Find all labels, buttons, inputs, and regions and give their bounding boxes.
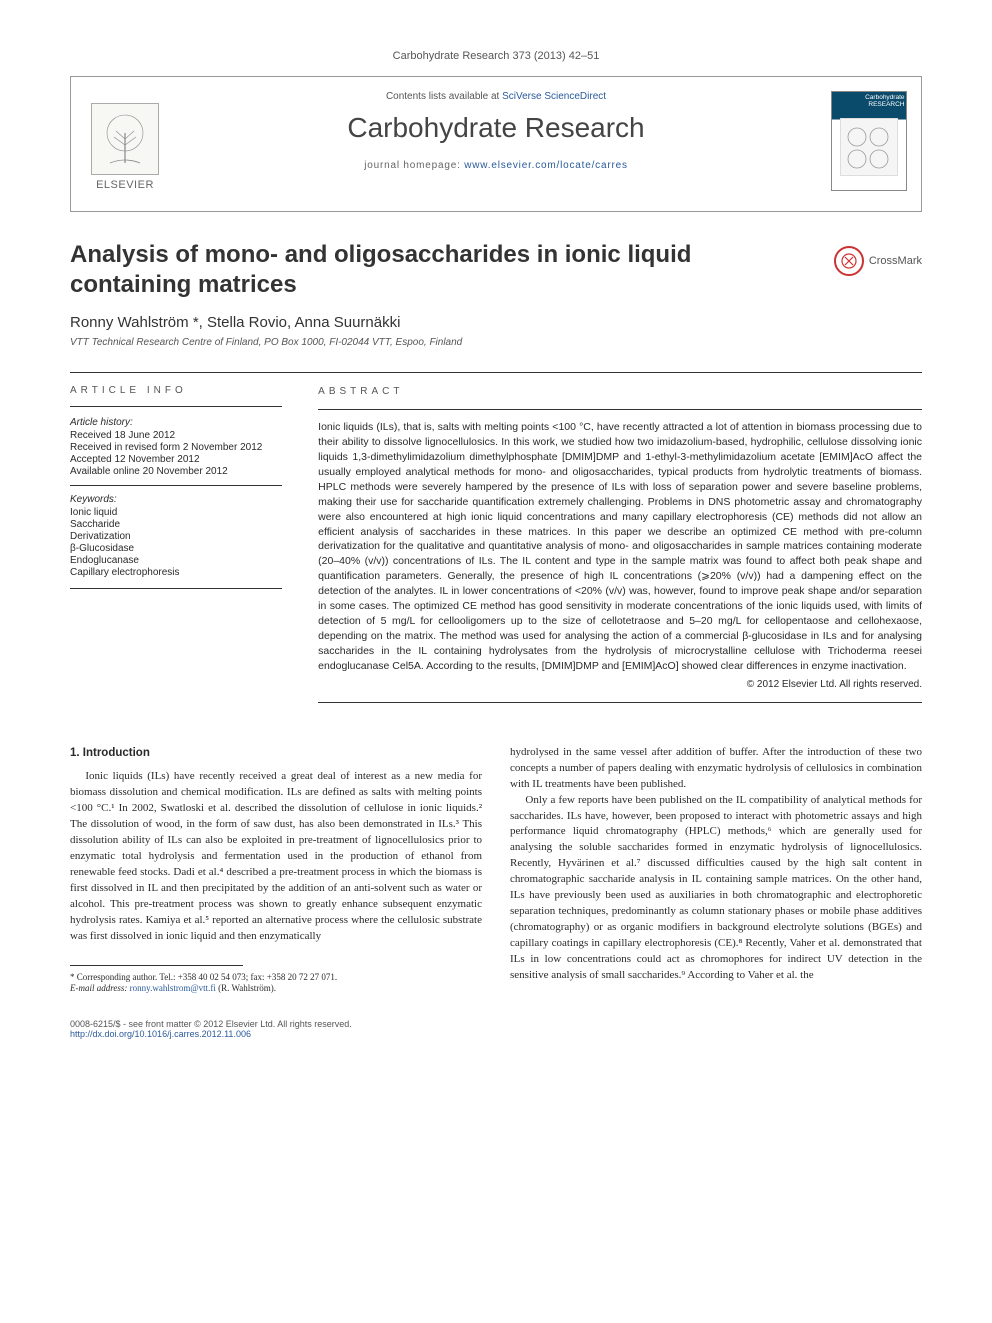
article-title: Analysis of mono- and oligosaccharides i…: [70, 240, 790, 300]
body-column-right: hydrolysed in the same vessel after addi…: [510, 745, 922, 995]
crossmark-icon: [834, 246, 864, 276]
article-info-abstract-row: ARTICLE INFO Article history: Received 1…: [70, 372, 922, 715]
keyword-item: Endoglucanase: [70, 555, 282, 566]
journal-homepage-link[interactable]: www.elsevier.com/locate/carres: [464, 160, 628, 171]
homepage-prefix: journal homepage:: [364, 160, 464, 171]
body-paragraph: Only a few reports have been published o…: [510, 793, 922, 984]
keywords-label: Keywords:: [70, 494, 282, 505]
footnote-email-label: E-mail address:: [70, 983, 127, 993]
crossmark-badge[interactable]: CrossMark: [834, 246, 922, 276]
author-affiliation: VTT Technical Research Centre of Finland…: [70, 337, 922, 348]
abstract-text: Ionic liquids (ILs), that is, salts with…: [318, 420, 922, 673]
article-info-column: ARTICLE INFO Article history: Received 1…: [70, 373, 300, 715]
journal-title: Carbohydrate Research: [195, 112, 797, 144]
corresponding-author-footnote: * Corresponding author. Tel.: +358 40 02…: [70, 972, 482, 995]
history-revised: Received in revised form 2 November 2012: [70, 442, 282, 453]
abstract-copyright: © 2012 Elsevier Ltd. All rights reserved…: [318, 678, 922, 692]
journal-header-box: ELSEVIER Carbohydrate RESEARCH Contents …: [70, 76, 922, 212]
history-online: Available online 20 November 2012: [70, 466, 282, 477]
journal-cover-thumbnail: Carbohydrate RESEARCH: [831, 91, 907, 191]
history-accepted: Accepted 12 November 2012: [70, 454, 282, 465]
footer-front-matter: 0008-6215/$ - see front matter © 2012 El…: [70, 1019, 922, 1029]
history-divider: [70, 485, 282, 486]
body-columns: 1. Introduction Ionic liquids (ILs) have…: [70, 745, 922, 995]
section-heading-intro: 1. Introduction: [70, 745, 482, 762]
history-received: Received 18 June 2012: [70, 430, 282, 441]
keyword-item: Derivatization: [70, 531, 282, 542]
crossmark-label: CrossMark: [869, 255, 922, 267]
page-footer: 0008-6215/$ - see front matter © 2012 El…: [70, 1019, 922, 1039]
abstract-column: ABSTRACT Ionic liquids (ILs), that is, s…: [300, 373, 922, 715]
abstract-heading: ABSTRACT: [318, 385, 922, 399]
sciencedirect-link[interactable]: SciVerse ScienceDirect: [502, 91, 606, 102]
journal-homepage-line: journal homepage: www.elsevier.com/locat…: [195, 160, 797, 171]
keyword-item: Saccharide: [70, 519, 282, 530]
body-paragraph: Ionic liquids (ILs) have recently receiv…: [70, 769, 482, 944]
body-paragraph: hydrolysed in the same vessel after addi…: [510, 745, 922, 793]
footer-doi-link[interactable]: http://dx.doi.org/10.1016/j.carres.2012.…: [70, 1029, 251, 1039]
elsevier-tree-icon: [91, 103, 159, 175]
footnote-rule: [70, 965, 243, 966]
keyword-item: β-Glucosidase: [70, 543, 282, 554]
body-column-left: 1. Introduction Ionic liquids (ILs) have…: [70, 745, 482, 995]
publisher-name: ELSEVIER: [96, 179, 154, 191]
publisher-logo: ELSEVIER: [85, 91, 165, 191]
citation-header: Carbohydrate Research 373 (2013) 42–51: [70, 50, 922, 62]
article-history-label: Article history:: [70, 417, 282, 428]
article-info-heading: ARTICLE INFO: [70, 385, 282, 396]
keyword-item: Capillary electrophoresis: [70, 567, 282, 578]
footnote-email-suffix: (R. Wahlström).: [218, 983, 276, 993]
contents-available-line: Contents lists available at SciVerse Sci…: [195, 91, 797, 102]
contents-prefix: Contents lists available at: [386, 91, 502, 102]
journal-cover-figure: [840, 118, 898, 176]
journal-cover-label: Carbohydrate RESEARCH: [831, 92, 908, 108]
keyword-item: Ionic liquid: [70, 507, 282, 518]
footnote-email-link[interactable]: ronny.wahlstrom@vtt.fi: [130, 983, 216, 993]
authors-list: Ronny Wahlström *, Stella Rovio, Anna Su…: [70, 314, 922, 331]
footnote-corresponding: * Corresponding author. Tel.: +358 40 02…: [70, 972, 482, 984]
